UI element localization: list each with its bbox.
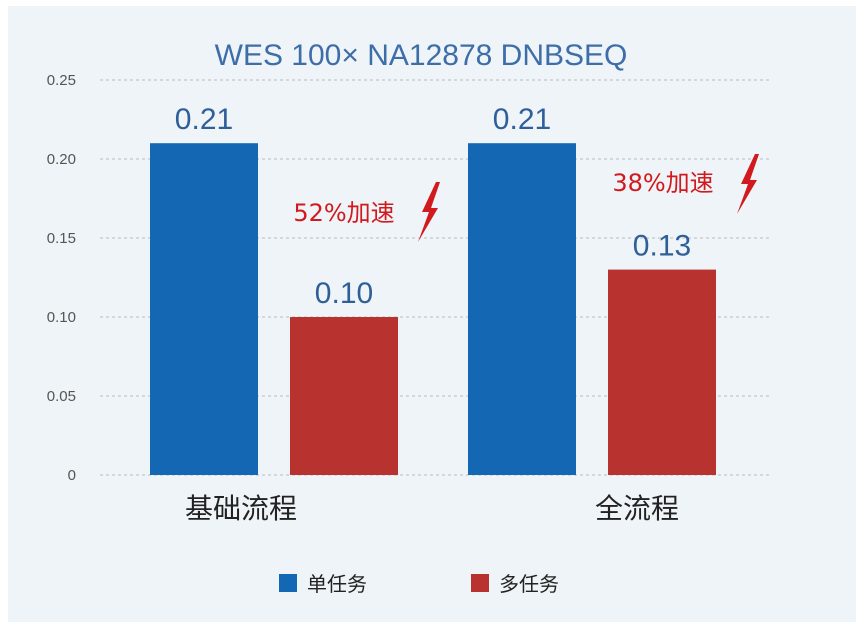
y-tick-label: 0.15 bbox=[47, 230, 76, 247]
legend-item: 多任务 bbox=[471, 572, 559, 596]
legend-swatch bbox=[279, 574, 297, 592]
chart-title: WES 100× NA12878 DNBSEQ bbox=[215, 39, 628, 72]
bar-single-task bbox=[468, 143, 576, 475]
category-labels: 基础流程 全流程 bbox=[185, 492, 679, 525]
y-tick-label: 0.10 bbox=[47, 309, 76, 326]
speedup-label: 52%加速 bbox=[293, 199, 394, 227]
y-tick-label: 0 bbox=[68, 467, 76, 484]
bars bbox=[150, 143, 716, 475]
lightning-bolt-icon bbox=[418, 182, 440, 242]
legend-item: 单任务 bbox=[279, 572, 367, 596]
bar-multi-task bbox=[608, 269, 716, 475]
data-labels: 0.21 0.21 0.10 0.13 bbox=[175, 103, 691, 310]
data-label: 0.21 bbox=[493, 103, 551, 136]
legend-label: 多任务 bbox=[499, 572, 559, 596]
y-axis-ticks: 0 0.05 0.10 0.15 0.20 0.25 bbox=[47, 72, 76, 484]
y-tick-label: 0.25 bbox=[47, 72, 76, 89]
category-label: 基础流程 bbox=[185, 492, 297, 525]
bar-multi-task bbox=[290, 317, 398, 475]
data-label: 0.21 bbox=[175, 103, 233, 136]
legend: 单任务 多任务 bbox=[279, 572, 559, 596]
annotations: 52%加速 38%加速 bbox=[293, 154, 759, 242]
data-label: 0.10 bbox=[315, 277, 373, 310]
legend-swatch bbox=[471, 574, 489, 592]
data-label: 0.13 bbox=[633, 230, 691, 263]
category-label: 全流程 bbox=[595, 492, 679, 525]
lightning-bolt-icon bbox=[737, 154, 759, 214]
bar-single-task bbox=[150, 143, 258, 475]
speedup-label: 38%加速 bbox=[612, 169, 713, 197]
legend-label: 单任务 bbox=[307, 572, 367, 596]
y-tick-label: 0.20 bbox=[47, 151, 76, 168]
y-tick-label: 0.05 bbox=[47, 388, 76, 405]
